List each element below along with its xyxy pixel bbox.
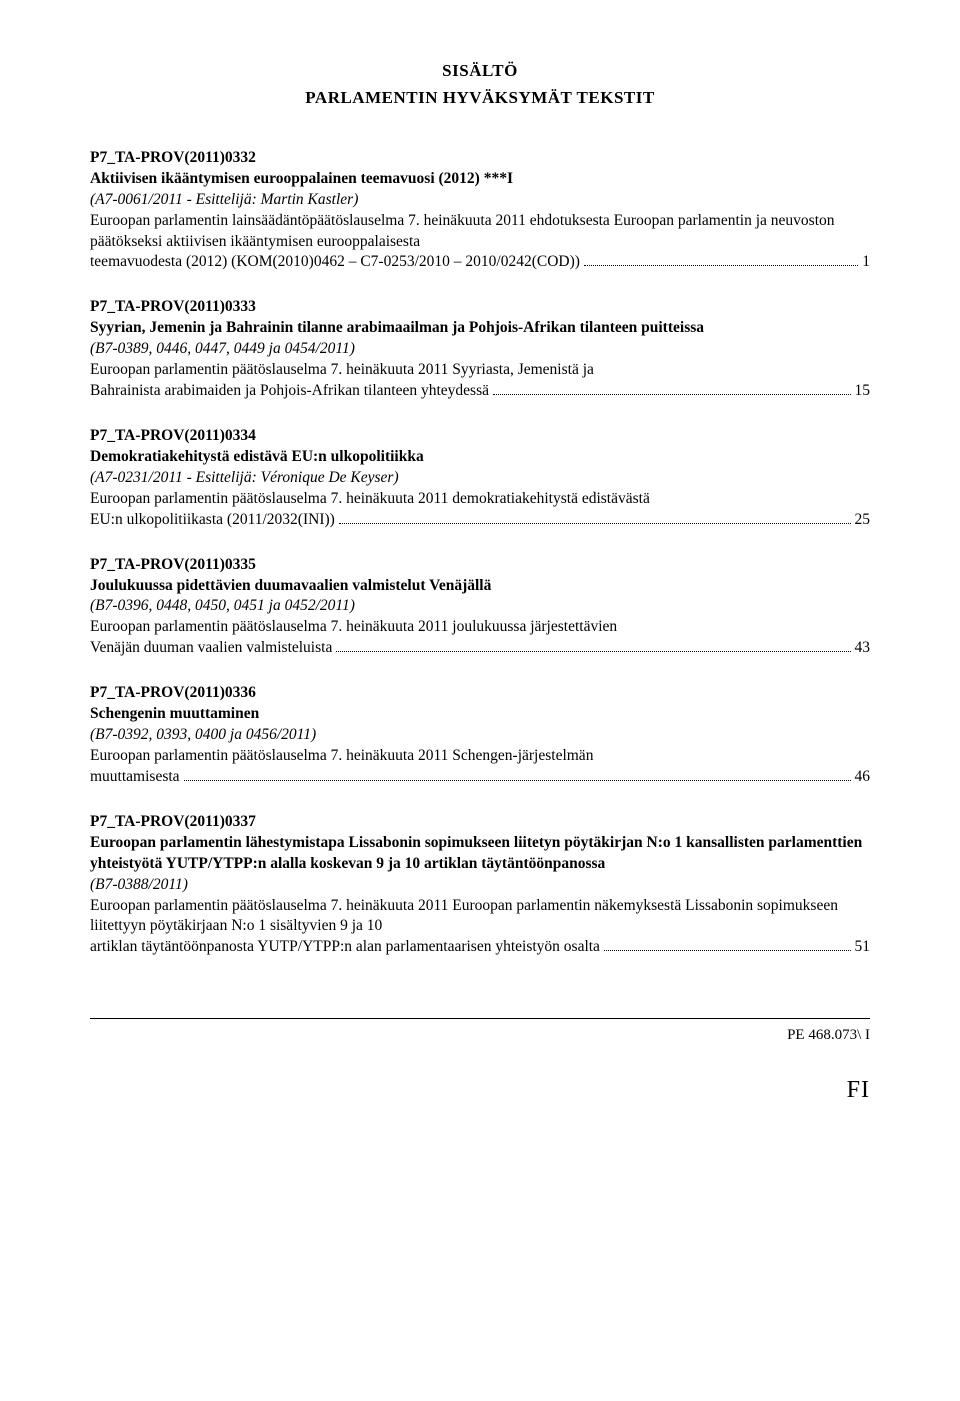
entry-description-last: teemavuodesta (2012) (KOM(2010)0462 – C7… <box>90 252 580 273</box>
toc-entry: P7_TA-PROV(2011)0335Joulukuussa pidettäv… <box>90 555 870 660</box>
entry-description-last: muuttamisesta <box>90 767 180 788</box>
entry-page-number: 43 <box>855 638 871 659</box>
entry-page-number: 25 <box>855 510 871 531</box>
entry-source: (B7-0396, 0448, 0450, 0451 ja 0452/2011) <box>90 596 870 617</box>
entry-description: Euroopan parlamentin päätöslauselma 7. h… <box>90 896 870 938</box>
entry-title: Syyrian, Jemenin ja Bahrainin tilanne ar… <box>90 318 870 339</box>
entry-code: P7_TA-PROV(2011)0337 <box>90 812 870 833</box>
leader-dots <box>604 939 851 951</box>
entry-source: (A7-0061/2011 - Esittelijä: Martin Kastl… <box>90 190 870 211</box>
entry-leader-row: EU:n ulkopolitiikasta (2011/2032(INI)) 25 <box>90 510 870 531</box>
entry-title: Schengenin muuttaminen <box>90 704 870 725</box>
toc-entry: P7_TA-PROV(2011)0333Syyrian, Jemenin ja … <box>90 297 870 402</box>
entry-source: (B7-0388/2011) <box>90 875 870 896</box>
entry-source: (B7-0389, 0446, 0447, 0449 ja 0454/2011) <box>90 339 870 360</box>
entry-code: P7_TA-PROV(2011)0336 <box>90 683 870 704</box>
entry-description: Euroopan parlamentin lainsäädäntöpäätösl… <box>90 211 870 253</box>
entry-code: P7_TA-PROV(2011)0335 <box>90 555 870 576</box>
leader-dots <box>339 511 851 523</box>
leader-dots <box>584 254 858 266</box>
entry-page-number: 15 <box>855 381 871 402</box>
entry-page-number: 46 <box>855 767 871 788</box>
entry-description-last: EU:n ulkopolitiikasta (2011/2032(INI)) <box>90 510 335 531</box>
entry-leader-row: muuttamisesta 46 <box>90 767 870 788</box>
entry-page-number: 51 <box>855 937 871 958</box>
entry-description: Euroopan parlamentin päätöslauselma 7. h… <box>90 746 870 767</box>
leader-dots <box>493 383 850 395</box>
entry-leader-row: Venäjän duuman vaalien valmisteluista 43 <box>90 638 870 659</box>
footer-language: FI <box>90 1074 870 1106</box>
entry-description-last: artiklan täytäntöönpanosta YUTP/YTPP:n a… <box>90 937 600 958</box>
page-footer: PE 468.073\ I FI <box>90 1018 870 1106</box>
entry-description: Euroopan parlamentin päätöslauselma 7. h… <box>90 360 870 381</box>
entry-code: P7_TA-PROV(2011)0334 <box>90 426 870 447</box>
toc-entry: P7_TA-PROV(2011)0334Demokratiakehitystä … <box>90 426 870 531</box>
entry-leader-row: artiklan täytäntöönpanosta YUTP/YTPP:n a… <box>90 937 870 958</box>
entry-leader-row: teemavuodesta (2012) (KOM(2010)0462 – C7… <box>90 252 870 273</box>
footer-reference: PE 468.073\ I <box>90 1025 870 1045</box>
entry-description: Euroopan parlamentin päätöslauselma 7. h… <box>90 489 870 510</box>
entry-code: P7_TA-PROV(2011)0332 <box>90 148 870 169</box>
toc-entry: P7_TA-PROV(2011)0332Aktiivisen ikääntymi… <box>90 148 870 274</box>
entry-source: (A7-0231/2011 - Esittelijä: Véronique De… <box>90 468 870 489</box>
title-line-2: PARLAMENTIN HYVÄKSYMÄT TEKSTIT <box>90 87 870 110</box>
table-of-contents: P7_TA-PROV(2011)0332Aktiivisen ikääntymi… <box>90 148 870 958</box>
page-title-block: SISÄLTÖ PARLAMENTIN HYVÄKSYMÄT TEKSTIT <box>90 60 870 110</box>
leader-dots <box>336 640 850 652</box>
entry-title: Joulukuussa pidettävien duumavaalien val… <box>90 576 870 597</box>
entry-source: (B7-0392, 0393, 0400 ja 0456/2011) <box>90 725 870 746</box>
entry-description: Euroopan parlamentin päätöslauselma 7. h… <box>90 617 870 638</box>
entry-title: Euroopan parlamentin lähestymistapa Liss… <box>90 833 870 875</box>
title-line-1: SISÄLTÖ <box>90 60 870 83</box>
entry-page-number: 1 <box>862 252 870 273</box>
entry-description-last: Venäjän duuman vaalien valmisteluista <box>90 638 332 659</box>
entry-title: Aktiivisen ikääntymisen eurooppalainen t… <box>90 169 870 190</box>
entry-leader-row: Bahrainista arabimaiden ja Pohjois-Afrik… <box>90 381 870 402</box>
toc-entry: P7_TA-PROV(2011)0337Euroopan parlamentin… <box>90 812 870 958</box>
leader-dots <box>184 769 851 781</box>
entry-code: P7_TA-PROV(2011)0333 <box>90 297 870 318</box>
toc-entry: P7_TA-PROV(2011)0336Schengenin muuttamin… <box>90 683 870 788</box>
entry-title: Demokratiakehitystä edistävä EU:n ulkopo… <box>90 447 870 468</box>
entry-description-last: Bahrainista arabimaiden ja Pohjois-Afrik… <box>90 381 489 402</box>
